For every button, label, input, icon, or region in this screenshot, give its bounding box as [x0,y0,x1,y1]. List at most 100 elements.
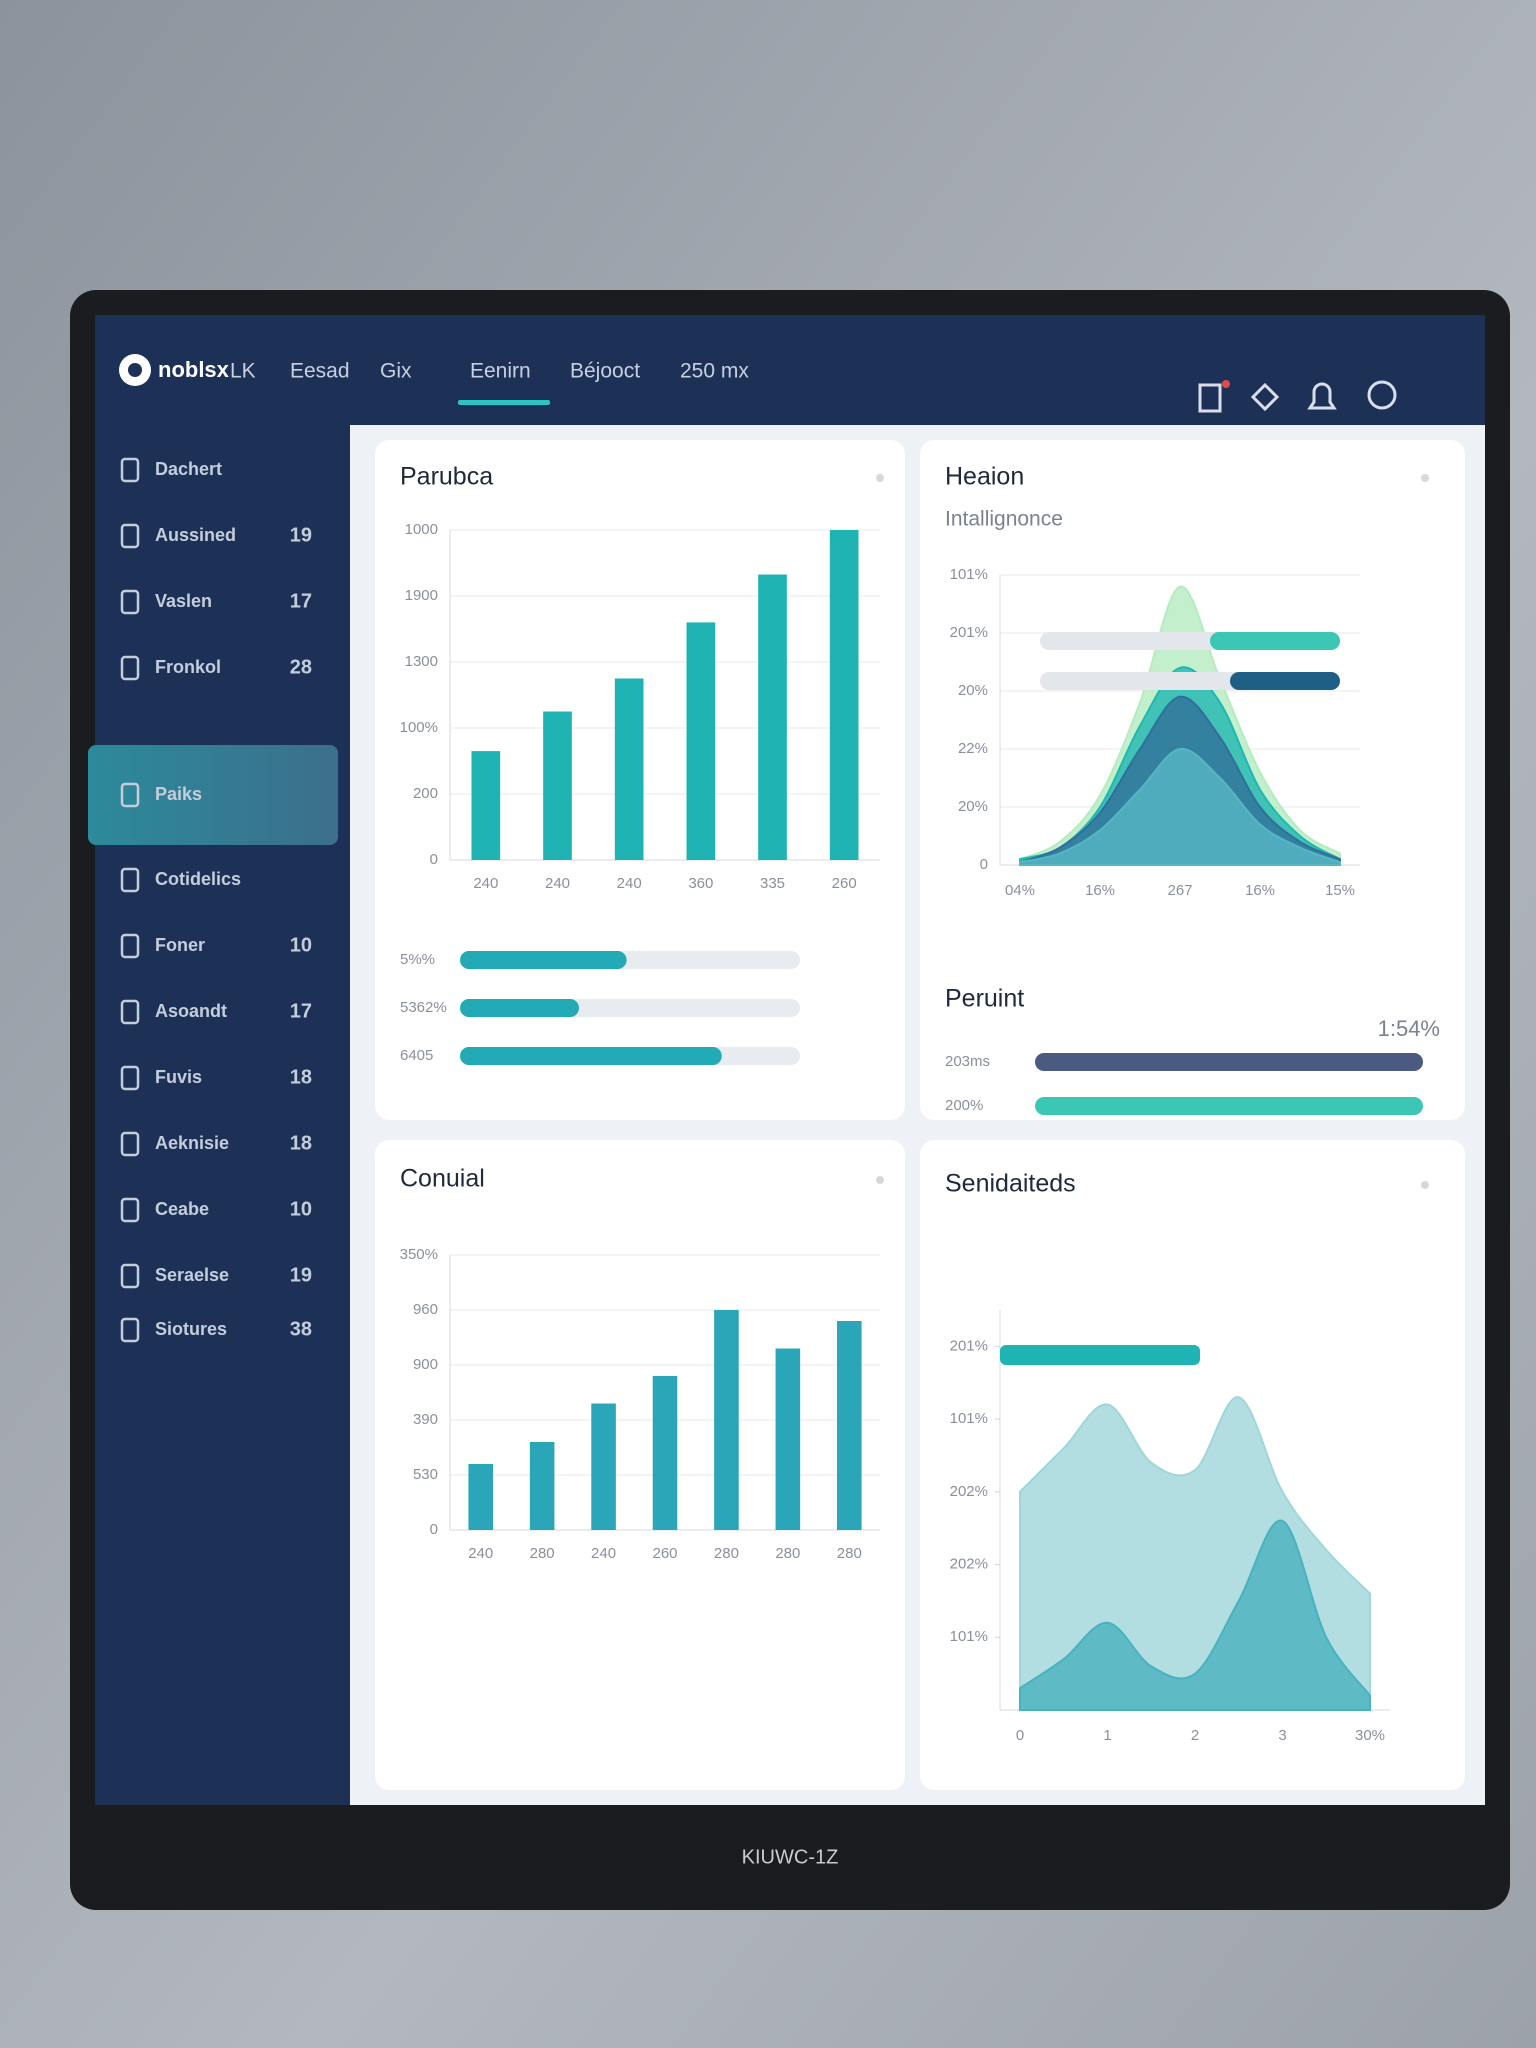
x-tick-label: 260 [652,1545,677,1562]
bar [468,1464,493,1530]
bar [529,1442,555,1530]
progress-label: 5362% [400,999,447,1016]
sidebar-label[interactable]: Fuvis [155,1067,202,1087]
nav-item[interactable]: 250 mx [680,360,749,383]
nav-item[interactable]: Gix [380,360,412,383]
icon-badge [1222,380,1230,388]
sidebar-label[interactable]: Paiks [155,784,202,804]
x-tick-label: 240 [473,875,498,892]
y-tick-label: 530 [413,1466,438,1483]
x-tick-label: 280 [837,1545,862,1562]
bar [543,711,572,860]
sidebar-count: 19 [290,1264,312,1286]
panel-subtitle: Intallignonce [945,508,1063,531]
y-tick-label: 100% [400,719,438,736]
y-tick-label: 22% [958,740,988,757]
x-tick-label: 0 [1016,1727,1024,1744]
x-tick-label: 360 [688,875,713,892]
nav-item[interactable]: Eenirn [470,360,531,383]
sidebar-icon [120,1065,140,1091]
status-bar [1035,1053,1423,1071]
sidebar-count: 28 [290,656,312,678]
y-tick-label: 0 [430,851,438,868]
sidebar-icon [120,1317,140,1343]
sidebar-count: 18 [290,1066,312,1088]
x-tick-label: 15% [1325,882,1355,899]
x-tick-label: 240 [468,1545,493,1562]
logo-inner [128,363,142,377]
sidebar-count: 10 [290,934,312,956]
sidebar-icon [120,457,140,483]
y-tick-label: 1000 [405,521,438,538]
icon-diamond[interactable] [1250,382,1280,412]
sidebar-label[interactable]: Foner [155,935,205,955]
progress-bar [460,999,579,1017]
sidebar-icon [120,589,140,615]
sidebar-label[interactable]: Dachert [155,459,222,479]
status-label: 200% [945,1097,983,1114]
y-tick-label: 101% [950,566,988,583]
panel-title: Peruint [945,985,1024,1013]
panel-menu[interactable] [876,474,884,482]
y-tick-label: 201% [950,624,988,641]
x-tick-label: 240 [591,1545,616,1562]
top-bar [95,315,1485,425]
sidebar-label[interactable]: Aussined [155,525,236,545]
sidebar-count: 38 [290,1318,312,1340]
progress-label: 5%% [400,951,435,968]
sidebar-label[interactable]: Seraelse [155,1265,229,1285]
sidebar-count: 17 [290,1000,312,1022]
x-tick-label: 280 [530,1545,555,1562]
panel-title: Senidaiteds [945,1170,1076,1198]
status-label: 203ms [945,1053,990,1070]
y-tick-label: 201% [950,1337,988,1354]
sidebar-label[interactable]: Fronkol [155,657,221,677]
sidebar-icon [120,1263,140,1289]
x-tick-label: 335 [760,875,785,892]
highlight-fill [1210,632,1340,650]
x-tick-label: 240 [545,875,570,892]
icon-doc[interactable] [1198,383,1222,413]
highlight-fill [1230,672,1340,690]
x-tick-label: 16% [1085,882,1115,899]
panel-title: Parubca [400,463,493,491]
x-tick-label: 3 [1278,1727,1286,1744]
sidebar-label[interactable]: Ceabe [155,1199,209,1219]
y-tick-label: 390 [413,1411,438,1428]
sidebar-label[interactable]: Siotures [155,1319,227,1339]
panel-menu[interactable] [876,1176,884,1184]
sidebar-label[interactable]: Vaslen [155,591,212,611]
sidebar-label[interactable]: Cotidelics [155,869,241,889]
nav-item[interactable]: LK [230,360,256,383]
bar [837,1321,862,1530]
y-tick-label: 202% [950,1556,988,1573]
nav-item[interactable]: Eesad [290,360,350,383]
bar [714,1310,739,1530]
y-tick-label: 200 [413,785,438,802]
y-tick-label: 350% [400,1246,438,1263]
sidebar-label[interactable]: Asoandt [155,1001,227,1021]
x-tick-label: 280 [714,1545,739,1562]
sidebar-count: 19 [290,524,312,546]
panel-menu[interactable] [1421,1181,1429,1189]
status-value: 1:54% [1378,1016,1440,1041]
monitor-label: KIUWC-1Z [742,1846,839,1868]
status-bar [1035,1097,1423,1115]
area [1019,747,1341,866]
progress-bar [460,1047,722,1065]
bar [652,1376,678,1530]
panel-menu[interactable] [1421,474,1429,482]
sidebar-icon [120,1197,140,1223]
icon-settings[interactable] [1367,380,1397,410]
sidebar-icon [120,933,140,959]
nav-item[interactable]: Béjooct [570,360,640,383]
icon-bell[interactable] [1307,382,1337,410]
panel-title: Heaion [945,463,1024,491]
x-tick-label: 240 [617,875,642,892]
panel-title: Conuial [400,1165,485,1193]
x-tick-label: 30% [1355,1727,1385,1744]
sidebar-label[interactable]: Aeknisie [155,1133,229,1153]
y-tick-label: 20% [958,682,988,699]
sidebar-icon [120,1131,140,1157]
sidebar-icon [120,999,140,1025]
